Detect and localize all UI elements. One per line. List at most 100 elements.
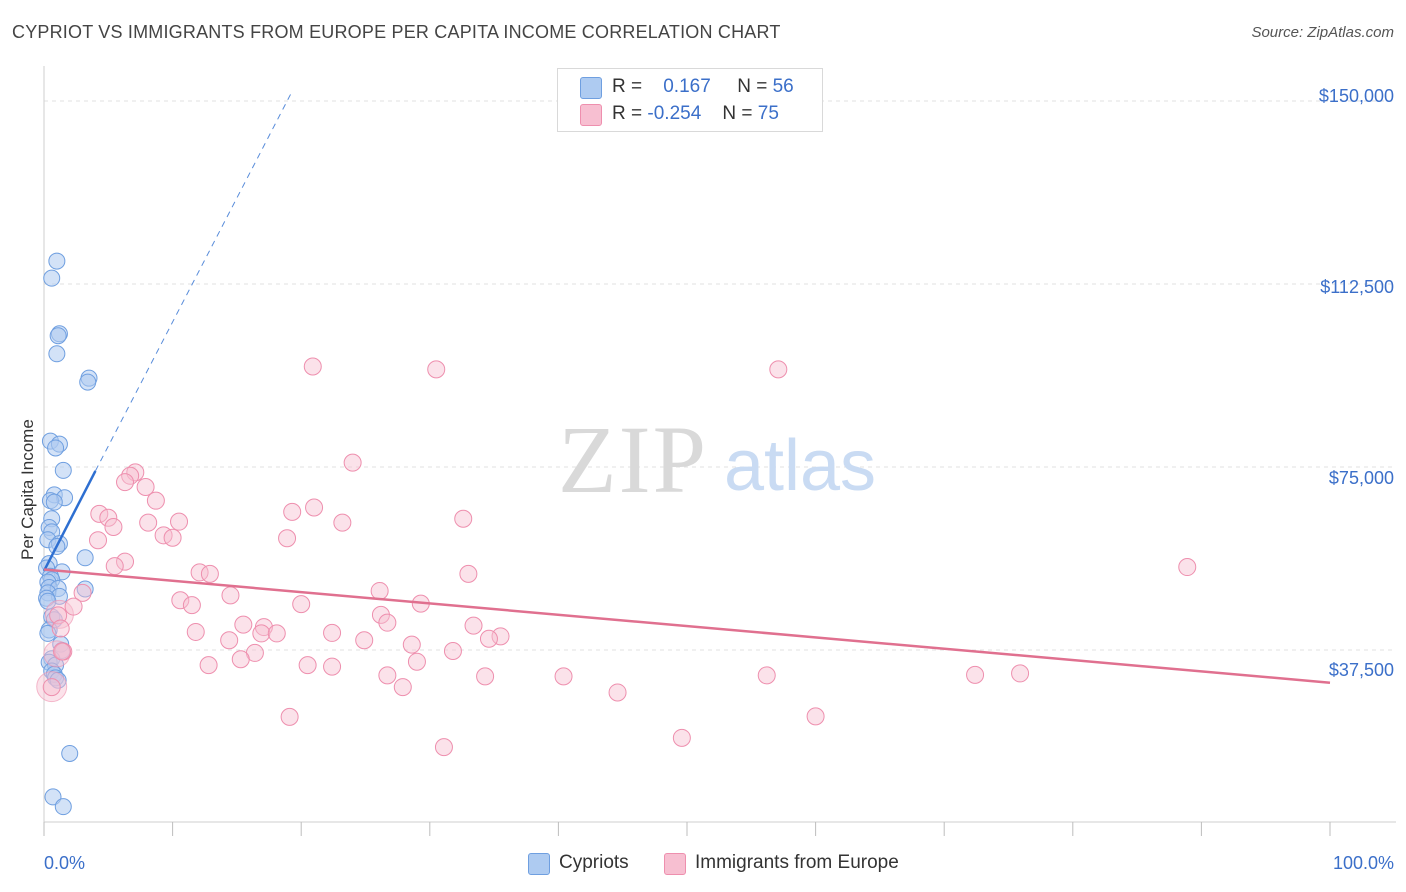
data-point [200, 564, 219, 583]
data-point [292, 595, 311, 614]
data-point [443, 641, 462, 660]
data-point [407, 652, 426, 671]
cypriots-points [38, 252, 98, 816]
data-point [757, 666, 776, 685]
data-point [89, 531, 108, 550]
n-label: N = [737, 76, 768, 97]
trend-lines [42, 93, 1331, 684]
data-point [36, 671, 68, 703]
r-label: R = [612, 76, 643, 97]
data-point [136, 478, 155, 497]
axes [43, 66, 1396, 836]
data-point [454, 509, 473, 528]
r-label: R = [612, 103, 643, 124]
y-tick-label: $75,000 [1328, 468, 1394, 488]
data-point [64, 597, 83, 616]
legend-label: Immigrants from Europe [695, 852, 899, 873]
data-point [76, 549, 94, 567]
y-axis-label: Per Capita Income [18, 419, 37, 560]
data-point [476, 667, 495, 686]
data-point [333, 513, 352, 532]
y-tick-label: $112,500 [1320, 277, 1394, 297]
data-point [806, 707, 825, 726]
data-point [79, 373, 97, 391]
data-point [491, 627, 510, 646]
correlation-legend: R = 0.167 N = 56 R = -0.254 N = 75 [557, 68, 823, 132]
n-label: N = [722, 103, 753, 124]
immigrants-points [36, 357, 1197, 757]
data-point [608, 683, 627, 702]
data-point [139, 513, 158, 532]
n-value: 56 [772, 76, 794, 97]
data-point [104, 518, 123, 537]
x-tick-label-max: 100.0% [1332, 853, 1394, 873]
data-point [73, 583, 92, 602]
data-point [221, 586, 240, 605]
pink-swatch-icon [580, 104, 602, 126]
data-point [393, 678, 412, 697]
data-point [402, 635, 421, 654]
chart-title: CYPRIOT VS IMMIGRANTS FROM EUROPE PER CA… [12, 22, 781, 42]
cypriots-trend-extension [94, 93, 292, 472]
data-point [48, 252, 66, 270]
data-point [378, 666, 397, 685]
data-point [370, 581, 389, 600]
data-point [966, 665, 985, 684]
immigrants-trend-line [43, 568, 1331, 684]
data-point [323, 623, 342, 642]
data-point [1178, 558, 1197, 577]
data-point [90, 504, 109, 523]
data-point [44, 788, 62, 806]
data-point [355, 631, 374, 650]
data-point [42, 678, 61, 697]
data-point [343, 453, 362, 472]
data-point [378, 613, 397, 632]
watermark-atlas: atlas [724, 426, 876, 506]
data-point [51, 619, 70, 638]
data-point [234, 615, 253, 634]
data-point [163, 528, 182, 547]
data-point [231, 650, 250, 669]
data-point [182, 596, 201, 615]
data-point [54, 798, 72, 816]
data-point [170, 512, 189, 531]
watermark-zip: ZIP [558, 406, 708, 513]
data-point [283, 502, 302, 521]
y-tick-label: $150,000 [1318, 86, 1394, 106]
data-point [186, 622, 205, 641]
legend-label: Cypriots [559, 852, 629, 873]
data-point [252, 624, 271, 643]
data-point [45, 493, 63, 511]
data-point [434, 738, 453, 757]
data-point [171, 591, 190, 610]
data-point [554, 667, 573, 686]
data-point [303, 357, 322, 376]
y-tick-label: $37,500 [1328, 660, 1394, 680]
data-point [47, 439, 65, 457]
data-point [278, 529, 297, 548]
data-point [49, 327, 67, 345]
data-point [116, 552, 135, 571]
data-point [479, 629, 498, 648]
data-point [672, 728, 691, 747]
data-point [464, 616, 483, 635]
r-value: -0.254 [647, 103, 702, 124]
data-point [267, 624, 286, 643]
data-point [99, 508, 118, 527]
data-point [48, 345, 66, 363]
data-point [769, 360, 788, 379]
data-point [105, 557, 124, 576]
data-point [53, 642, 72, 661]
data-point [199, 656, 218, 675]
source-label[interactable]: Source: ZipAtlas.com [1251, 24, 1394, 41]
data-point [280, 707, 299, 726]
blue-swatch-icon [528, 853, 550, 875]
r-value: 0.167 [663, 76, 711, 97]
data-point [298, 656, 317, 675]
data-point [220, 631, 239, 650]
data-point [43, 269, 61, 287]
blue-swatch-icon [580, 77, 602, 99]
data-point [1011, 664, 1030, 683]
data-point [427, 360, 446, 379]
